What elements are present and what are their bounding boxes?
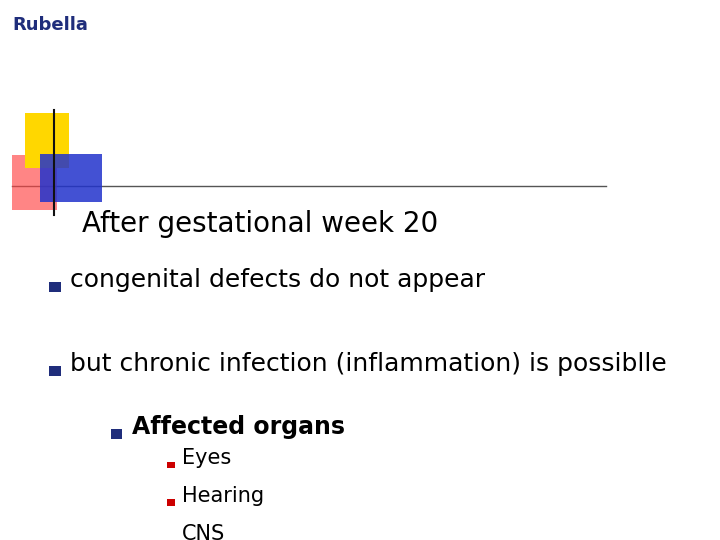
Bar <box>167 462 175 469</box>
Bar <box>50 282 60 292</box>
Text: but chronic infection (inflammation) is possiblle: but chronic infection (inflammation) is … <box>70 352 667 376</box>
Text: Rubella: Rubella <box>12 16 89 33</box>
Text: congenital defects do not appear: congenital defects do not appear <box>70 268 485 292</box>
Text: Affected organs: Affected organs <box>132 415 345 438</box>
Text: Hearing: Hearing <box>182 486 264 507</box>
Text: After gestational week 20: After gestational week 20 <box>81 210 438 238</box>
Text: CNS: CNS <box>182 524 225 540</box>
Bar <box>24 113 69 168</box>
Bar <box>167 537 175 540</box>
Bar <box>12 155 57 210</box>
Bar <box>167 500 175 507</box>
Text: Eyes: Eyes <box>182 449 232 469</box>
Bar <box>50 366 60 376</box>
Bar <box>112 429 122 438</box>
Bar <box>40 154 102 202</box>
